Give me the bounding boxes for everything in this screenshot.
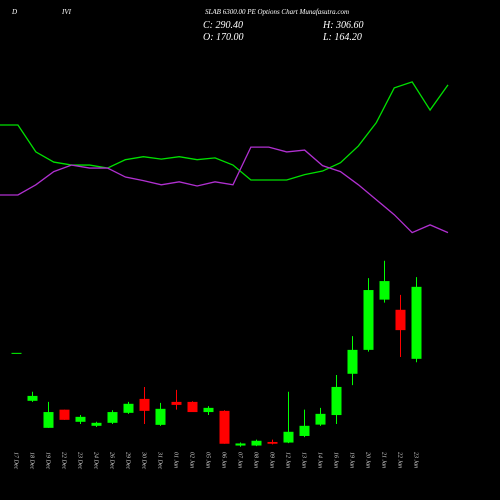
x-tick-label: 02 Jan [189,452,195,468]
x-tick-label: 22 Jan [397,452,403,468]
candle-body [11,352,22,354]
candle-body [315,413,326,425]
x-tick-label: 24 Dec [93,452,100,469]
candle-body [107,412,118,423]
candle-body [411,286,422,359]
x-tick-label: 05 Jan [205,452,211,468]
candle-body [27,395,38,401]
x-tick-label: 01 Jan [173,452,179,468]
indicator-line [0,81,449,181]
candle-body [91,422,102,426]
low-stat: L: 164.20 [322,32,362,43]
x-tick-label: 30 Dec [141,451,147,469]
candle-body [43,412,54,428]
candle-body [347,349,358,374]
indicator-line [0,146,449,234]
candle-body [219,410,230,444]
open-stat: O: 170.00 [203,32,244,43]
x-tick-label: 06 Jan [221,452,227,468]
candle-body [283,431,294,443]
title-part: D [11,8,17,16]
candle-body [299,425,310,436]
x-tick-label: 18 Dec [29,452,35,469]
candle-body [363,290,374,350]
x-tick-label: 14 Jan [317,452,324,468]
x-tick-label: 21 Jan [381,452,387,468]
candle-body [75,416,86,422]
x-tick-label: 19 Dec [45,452,51,469]
x-tick-label: 08 Jan [253,452,259,468]
candle-body [59,409,70,420]
candle-body [267,441,278,444]
x-tick-label: 23 Dec [77,452,83,469]
candle-body [395,309,406,331]
x-tick-label: 07 Jan [237,452,243,468]
high-stat: H: 306.60 [322,20,364,31]
x-tick-label: 23 Jan [413,452,419,468]
candle-body [331,386,342,416]
title-part: SLAB 6300.00 PE Options Chart Munafasutr… [205,8,349,16]
candle-body [187,401,198,413]
x-tick-label: 22 Dec [61,452,67,469]
title-part: IVI [61,8,72,16]
candle-body [203,407,214,413]
x-tick-label: 09 Jan [269,452,275,468]
x-tick-label: 20 Jan [365,452,371,468]
x-tick-label: 29 Dec [125,452,131,469]
x-tick-label: 17 Dec [13,452,19,469]
candle-body [235,443,246,446]
candle-body [379,281,390,300]
x-tick-label: 12 Jan [285,452,291,468]
candle-body [155,408,166,425]
candle-body [171,401,182,405]
x-tick-label: 26 Dec [109,452,115,469]
x-tick-label: 13 Jan [301,452,307,468]
x-tick-label: 31 Dec [157,451,163,469]
close-stat: C: 290.40 [203,20,243,31]
candle-body [139,398,150,411]
x-tick-label: 19 Jan [349,452,355,468]
candle-body [123,403,134,413]
candle-body [251,440,262,446]
x-tick-label: 16 Jan [333,452,339,468]
